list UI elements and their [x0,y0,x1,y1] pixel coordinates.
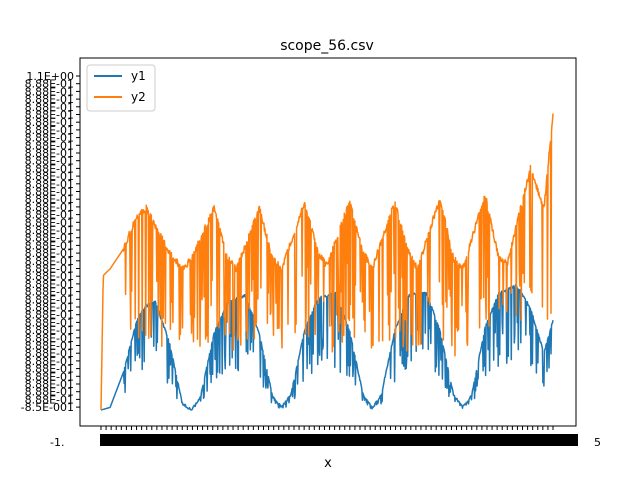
x-tick-label-smear [100,434,578,446]
legend-label-y1: y1 [131,69,146,83]
y-tick-label: 8.88E-01 [25,293,74,306]
y-tick-label: 8.88E-01 [25,132,74,145]
y-tick-label: 8.88E-01 [25,193,74,206]
y-tick-label: 8.88E-01 [25,278,74,291]
y-tick-label: 8.88E-01 [25,370,74,383]
x-tick-label-first: -1. [50,436,64,449]
y-tick-label: 8.88E-01 [25,286,74,299]
y-tick-label: 8.88E-01 [25,247,74,260]
y-tick-label: 8.88E-01 [25,355,74,368]
y-tick-label: 8.88E-01 [25,85,74,98]
y-tick-label: 8.88E-01 [25,109,74,122]
y-tick-label: 8.88E-01 [25,363,74,376]
y-tick-label: 8.88E-01 [25,170,74,183]
series-layer [100,113,554,411]
y-tick-label: 8.88E-01 [25,155,74,168]
y-tick-label: 8.88E-01 [25,332,74,345]
y-tick-label: 8.88E-01 [25,147,74,160]
y-tick-label: 8.88E-01 [25,116,74,129]
chart-title: scope_56.csv [280,38,374,54]
y-tick-label: -8.5E-001 [21,401,74,414]
y-tick-label: 8.88E-01 [25,301,74,314]
plot-area [79,57,577,427]
y-tick-label: 8.88E-01 [25,78,74,91]
series-line-y2 [100,113,554,411]
y-tick-label: 8.88E-01 [25,393,74,406]
y-tick-label: 8.88E-01 [25,270,74,283]
y-tick-label: 8.88E-01 [25,201,74,214]
y-tick-label: 1.1E+00 [26,70,74,83]
y-tick-label: 8.88E-01 [25,209,74,222]
y-tick-label: 8.88E-01 [25,386,74,399]
y-tick-label: 8.88E-01 [25,186,74,199]
y-tick-label: 8.88E-01 [25,162,74,175]
x-tick-labels: -1. 5 [50,426,601,449]
y-tick-label: 8.88E-01 [25,178,74,191]
y-tick-label: 8.88E-01 [25,232,74,245]
y-tick-label: 8.88E-01 [25,139,74,152]
y-tick-label: 8.88E-01 [25,347,74,360]
y-tick-label: 8.88E-01 [25,316,74,329]
y-tick-label: 8.88E-01 [25,239,74,252]
y-tick-label: 8.88E-01 [25,101,74,114]
y-tick-label: 8.88E-01 [25,309,74,322]
y-tick-label: 8.88E-01 [25,340,74,353]
series-line-y1 [100,284,554,411]
y-tick-labels: 1.1E+008.88E-018.88E-018.88E-018.88E-018… [21,70,80,414]
x-axis-label: x [324,456,332,471]
y-tick-label: 8.88E-01 [25,378,74,391]
y-tick-label: 8.88E-01 [25,93,74,106]
y-tick-label: 8.88E-01 [25,255,74,268]
y-tick-label: 8.88E-01 [25,324,74,337]
legend: y1 y2 [86,64,156,112]
legend-label-y2: y2 [131,90,146,104]
y-tick-label: 8.88E-01 [25,263,74,276]
y-tick-label: 8.88E-01 [25,216,74,229]
y-tick-label: 8.88E-01 [25,124,74,137]
y-tick-label: 8.88E-01 [25,224,74,237]
x-tick-label-last: 5 [594,436,601,449]
